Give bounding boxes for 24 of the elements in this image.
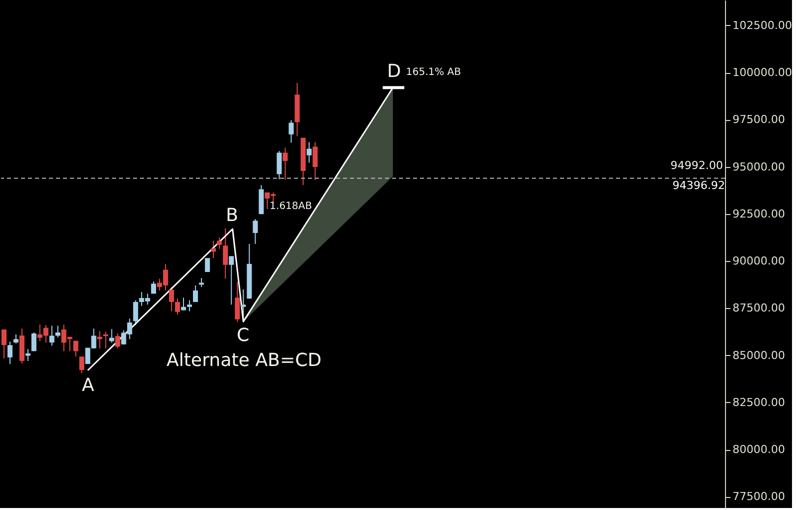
y-tick-label: 87500.00 [732, 302, 785, 315]
y-tick-label: 85000.00 [732, 348, 785, 362]
y-tick-label: 80000.00 [732, 443, 785, 456]
candlestick [73, 340, 78, 358]
y-tick-label: 77500.00 [732, 490, 785, 504]
y-tick-label: 82500.00 [732, 396, 785, 409]
y-tick-label: 95000.00 [732, 160, 785, 174]
y-tick-label: 90000.00 [732, 254, 785, 268]
annotation: 94992.00 [670, 159, 723, 172]
y-tick-label: 97500.00 [732, 113, 785, 126]
candlestick [13, 334, 18, 344]
candlestick [7, 341, 12, 364]
annotation: D [387, 61, 401, 82]
candlestick [31, 332, 36, 352]
y-tick-label: 100000.00 [732, 66, 792, 80]
candlestick [49, 325, 54, 346]
y-tick-label: 92500.00 [732, 207, 785, 220]
candlestick [55, 325, 60, 338]
candlestick [79, 356, 84, 374]
candlestick [1, 328, 6, 359]
y-tick-label: 102500.00 [732, 18, 792, 32]
annotation: 165.1% AB [406, 67, 462, 78]
annotation: A [82, 375, 95, 396]
ref-line-label: 94396.92 [672, 179, 725, 192]
